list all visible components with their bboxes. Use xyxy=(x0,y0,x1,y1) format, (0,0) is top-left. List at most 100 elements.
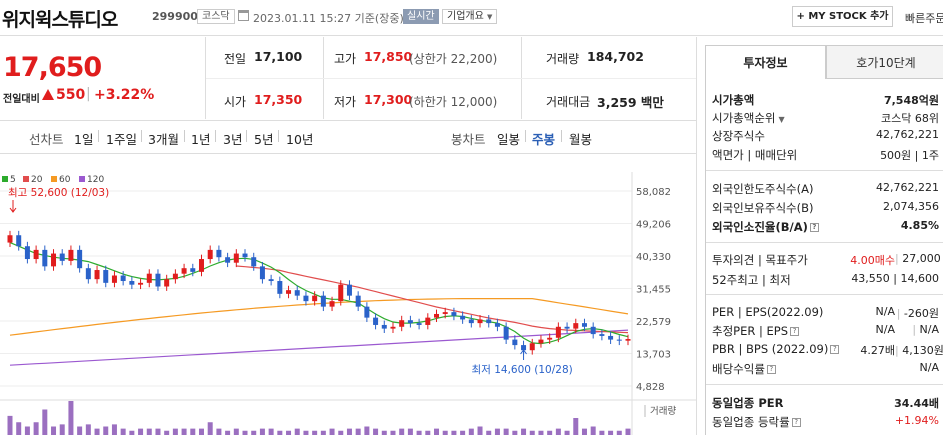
tab-order-book[interactable]: 호가10단계 xyxy=(826,45,943,79)
opinion-label: 투자의견 | 목표주가 xyxy=(712,253,808,267)
candle-body xyxy=(355,295,361,307)
market-badge: 코스닥 xyxy=(197,9,235,24)
candle-body xyxy=(381,324,387,329)
sector-change-text: 동일업종 등락률 xyxy=(712,415,790,429)
change-percent: +3.22% xyxy=(94,87,155,103)
period-3y[interactable]: 3년 xyxy=(223,132,243,147)
period-1y[interactable]: 1년 xyxy=(191,132,211,147)
stock-code: 299900 xyxy=(152,10,198,23)
volume-bar xyxy=(425,430,431,435)
divider xyxy=(706,294,943,295)
volume-bar xyxy=(451,430,457,435)
volume-bar xyxy=(216,428,222,435)
candle-body xyxy=(434,313,440,318)
quick-order-link[interactable]: 빠른주문 xyxy=(905,12,943,25)
candle-body xyxy=(286,290,292,294)
volume-bar xyxy=(573,418,579,435)
chevron-down-icon: ▼ xyxy=(487,13,493,21)
y-tick-label: 58,082 xyxy=(636,187,671,198)
volume-bar xyxy=(286,430,292,435)
current-price: 17,650 xyxy=(3,52,102,83)
period-10y[interactable]: 10년 xyxy=(286,132,314,147)
candle-body xyxy=(251,257,257,267)
sector-change-value: +1.94% xyxy=(894,414,939,427)
help-icon[interactable]: ? xyxy=(791,418,801,427)
period-3m[interactable]: 3개월 xyxy=(148,132,179,147)
candle-body xyxy=(216,249,222,258)
help-icon[interactable]: ? xyxy=(766,365,776,374)
volume-bar xyxy=(277,430,283,435)
legend-label: 60 xyxy=(59,175,71,185)
volume-bar xyxy=(33,422,39,435)
tab-invest-info[interactable]: 투자정보 xyxy=(705,45,826,79)
foreign-limit-label: 외국인한도주식수(A) xyxy=(712,182,814,196)
candle-weekly[interactable]: 주봉 xyxy=(532,132,556,147)
volume-bar xyxy=(155,428,161,435)
candle-body xyxy=(573,323,579,329)
company-overview-dropdown[interactable]: 기업개요 ▼ xyxy=(442,9,498,24)
candle-body xyxy=(399,320,405,327)
line-chart-label: 선차트 xyxy=(29,132,64,147)
y-tick-label: 13,703 xyxy=(636,350,671,361)
candle-body xyxy=(242,253,248,258)
period-bar xyxy=(0,120,696,154)
market-cap-rank-value: 코스닥 68위 xyxy=(881,112,939,125)
overview-label: 기업개요 xyxy=(447,11,484,22)
period-1d[interactable]: 1일 xyxy=(74,132,94,147)
sector-per-label: 동일업종 PER xyxy=(712,396,784,410)
divider xyxy=(206,78,696,79)
stock-chart[interactable]: 58,082 49,206 40,330 31,455 22,579 13,703 4,82… xyxy=(0,172,696,435)
low-value: 17,300 xyxy=(364,92,413,107)
candle-body xyxy=(590,326,596,335)
candle-daily[interactable]: 일봉 xyxy=(497,132,521,147)
candle-body xyxy=(207,249,213,260)
stock-name: 위지윅스튜디오 xyxy=(2,9,118,31)
candle-body xyxy=(521,345,527,351)
candle-body xyxy=(42,249,48,267)
candle-body xyxy=(555,326,561,338)
est-eps-value: | N/A xyxy=(912,323,939,336)
change-separator: | xyxy=(86,86,91,102)
candle-body xyxy=(477,319,483,324)
volume-bar xyxy=(329,428,335,435)
y-tick-label: 22,579 xyxy=(636,317,671,328)
low-label: 저가 xyxy=(334,95,357,109)
volume-bar xyxy=(181,428,187,435)
volume-bar xyxy=(77,426,83,435)
candle-body xyxy=(364,306,370,318)
volume-bar xyxy=(625,428,631,435)
volume-bar xyxy=(233,428,239,435)
volume-bar xyxy=(225,430,231,435)
bps-value: | 4,130원 xyxy=(895,344,943,357)
bps-text: 4,130원 xyxy=(902,344,943,357)
help-icon[interactable]: ? xyxy=(830,345,840,354)
volume-bar xyxy=(346,428,352,435)
volume-bar xyxy=(172,428,178,435)
live-badge[interactable]: 실시간 xyxy=(403,9,439,24)
arrow-up-icon xyxy=(520,349,527,360)
help-icon[interactable]: ? xyxy=(790,327,800,336)
candle-monthly[interactable]: 월봉 xyxy=(569,132,593,147)
period-1w[interactable]: 1주일 xyxy=(106,132,137,147)
volume-bar xyxy=(390,430,396,435)
y-tick-label: 49,206 xyxy=(636,220,671,231)
help-icon[interactable]: ? xyxy=(809,223,819,232)
chevron-down-icon[interactable]: ▼ xyxy=(778,115,785,124)
divider xyxy=(184,130,185,142)
max-annotation: 최고 52,600 (12/03) xyxy=(8,187,109,199)
period-5y[interactable]: 5년 xyxy=(254,132,274,147)
arrow-down-icon xyxy=(9,200,17,213)
add-mystock-button[interactable]: + MY STOCK 추가 xyxy=(792,6,893,27)
candle-body xyxy=(268,279,274,282)
candle-body xyxy=(460,315,466,320)
target-price: 27,000 xyxy=(902,252,941,265)
volume-bar xyxy=(581,428,587,435)
high-value: 17,850 xyxy=(364,49,413,64)
candle-body xyxy=(425,317,431,325)
candle-body xyxy=(346,284,352,296)
lower-limit: (하한가 12,000) xyxy=(409,95,498,109)
candle-body xyxy=(94,270,100,280)
legend-swatch xyxy=(23,176,29,182)
market-cap-value: 7,548억원 xyxy=(883,94,939,107)
candle-body xyxy=(503,326,509,340)
